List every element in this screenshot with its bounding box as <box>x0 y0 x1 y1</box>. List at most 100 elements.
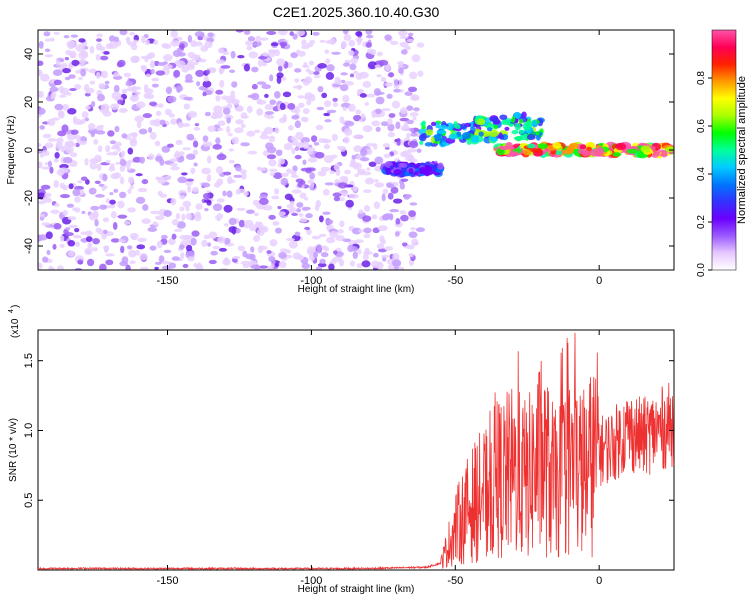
heatmap-cell <box>216 198 225 203</box>
heatmap-cell <box>342 62 351 67</box>
heatmap-cell <box>349 63 357 71</box>
heatmap-cell <box>293 68 302 73</box>
heatmap-cell <box>161 42 169 49</box>
heatmap-cell <box>96 38 102 42</box>
heatmap-cell <box>323 143 330 150</box>
heatmap-cell <box>216 178 224 186</box>
heatmap-cell <box>204 41 213 49</box>
heatmap-cell <box>235 165 242 172</box>
heatmap-cell <box>400 151 408 158</box>
heatmap-cell <box>57 110 65 118</box>
heatmap-cell <box>59 94 67 98</box>
heatmap-cell <box>325 58 331 64</box>
heatmap-cell <box>400 107 408 115</box>
heatmap-cell <box>344 169 351 175</box>
heatmap-cell <box>186 178 195 182</box>
heatmap-cell <box>351 159 356 165</box>
heatmap-cell <box>123 72 131 78</box>
heatmap-cell <box>381 193 386 202</box>
heatmap-cell <box>142 203 149 211</box>
heatmap-cell <box>78 38 86 43</box>
heatmap-cell <box>94 219 99 227</box>
heatmap-cell <box>400 169 405 175</box>
heatmap-cell <box>388 72 394 78</box>
heatmap-cell <box>612 152 622 157</box>
heatmap-cell <box>322 138 328 144</box>
heatmap-cell <box>392 198 403 204</box>
heatmap-cell <box>165 175 172 180</box>
heatmap-cell <box>523 123 531 131</box>
heatmap-cell <box>381 254 390 258</box>
heatmap-cell <box>149 132 157 140</box>
heatmap-cell <box>404 91 413 96</box>
heatmap-cell <box>154 140 161 147</box>
heatmap-cell <box>339 146 347 152</box>
heatmap-cell <box>411 54 421 63</box>
heatmap-cell <box>243 191 249 197</box>
heatmap-cell <box>324 182 335 186</box>
heatmap-cell <box>395 121 401 130</box>
heatmap-cell <box>233 174 243 178</box>
top-x-axis-label: Height of straight line (km) <box>298 284 415 295</box>
heatmap-cell <box>323 112 329 117</box>
heatmap-cell <box>98 183 105 187</box>
heatmap-cell <box>78 76 83 81</box>
heatmap-cell <box>85 105 91 110</box>
heatmap-cell <box>248 224 257 232</box>
y-multiplier: (x10 4 ) <box>8 305 21 338</box>
heatmap-cell <box>130 96 137 101</box>
heatmap-cell <box>251 83 258 90</box>
heatmap-cell <box>305 213 313 219</box>
heatmap-cell <box>127 41 137 47</box>
heatmap-cell <box>408 140 419 149</box>
heatmap-cell <box>158 103 164 108</box>
heatmap-cell <box>121 133 128 139</box>
heatmap-cell <box>297 181 303 188</box>
heatmap-cell <box>193 127 201 131</box>
heatmap-cell <box>349 73 355 78</box>
heatmap-cell <box>113 188 119 193</box>
heatmap-cell <box>268 168 278 172</box>
heatmap-cell <box>149 101 157 107</box>
heatmap-cell <box>298 102 305 109</box>
heatmap-cell <box>374 178 379 183</box>
heatmap-cell <box>352 227 362 235</box>
heatmap-cell <box>615 142 627 151</box>
heatmap-cell <box>417 70 424 77</box>
heatmap-cell <box>212 245 221 250</box>
heatmap-cell <box>135 249 140 256</box>
heatmap-cell <box>406 244 415 250</box>
heatmap-cell <box>436 130 447 135</box>
heatmap-cell <box>340 40 347 49</box>
heatmap-cell <box>161 145 171 153</box>
heatmap-cell <box>460 123 468 130</box>
heatmap-cell <box>73 116 78 122</box>
heatmap-cell <box>243 30 251 35</box>
heatmap-cell <box>182 200 192 208</box>
heatmap-cell <box>208 259 217 265</box>
heatmap-cell <box>119 176 125 185</box>
heatmap-cell <box>74 241 80 247</box>
heatmap-cell <box>204 111 212 117</box>
heatmap-cell <box>74 83 82 90</box>
heatmap-cell <box>296 208 302 213</box>
heatmap-cell <box>95 130 106 135</box>
heatmap-cell <box>159 119 166 126</box>
heatmap-cell <box>139 266 149 270</box>
heatmap-cell <box>154 215 165 221</box>
heatmap-cell <box>275 149 283 156</box>
heatmap-cell <box>38 161 43 169</box>
heatmap-cell <box>410 127 415 133</box>
heatmap-cell <box>193 162 198 167</box>
heatmap-cell <box>54 103 64 111</box>
heatmap-cell <box>342 106 347 111</box>
heatmap-cell <box>105 198 111 204</box>
heatmap-cell <box>118 239 126 243</box>
heatmap-cell <box>416 148 422 153</box>
heatmap-cell <box>248 51 258 59</box>
heatmap-cell <box>537 143 549 149</box>
heatmap-cell <box>519 129 525 134</box>
heatmap-cell <box>71 59 80 66</box>
heatmap-cell <box>366 34 374 39</box>
colorbar-tick-label: 0.0 <box>696 263 707 277</box>
